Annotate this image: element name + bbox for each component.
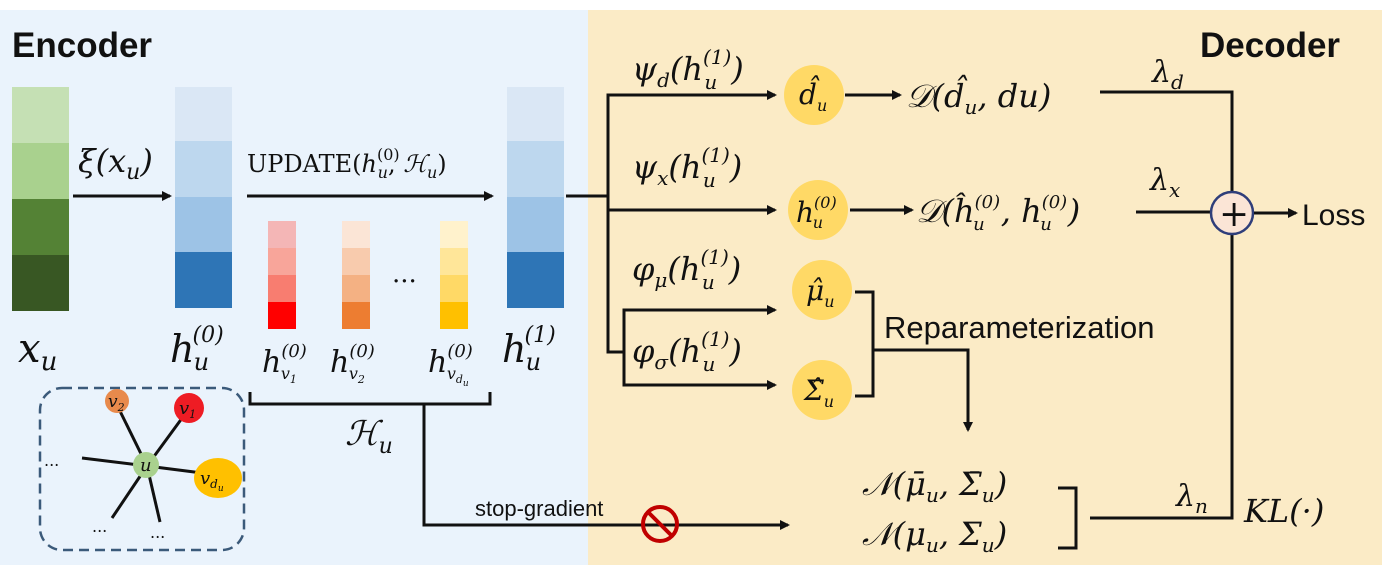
stack-cell xyxy=(268,221,296,248)
stack-cell xyxy=(268,275,296,302)
branch-mu-sigma-stem xyxy=(606,210,624,354)
kl-label: KL(·) xyxy=(1243,492,1324,530)
stack-cell xyxy=(175,87,232,141)
stop-gradient-arrow xyxy=(422,404,790,530)
stack-cell xyxy=(12,199,69,255)
reparam-bracket xyxy=(855,290,875,398)
decoder-panel xyxy=(588,10,1382,565)
branch-mu-arrow xyxy=(622,305,777,352)
decoder-title: Decoder xyxy=(1200,26,1340,65)
neighbor-vdu-stack xyxy=(440,221,468,329)
stop-gradient-label: stop-gradient xyxy=(475,496,603,521)
stack-cell xyxy=(440,275,468,302)
stack-cell xyxy=(342,221,370,248)
degree-loss-term: 𝒟(d̂u, du) xyxy=(906,74,1051,119)
neighbor-graph-inset: v2 v1 u vdu ... ... ... xyxy=(38,386,246,552)
stack-cell xyxy=(440,302,468,329)
kl-weight-line xyxy=(1090,234,1234,520)
stack-cell xyxy=(175,252,232,308)
h0-label: h(0) u xyxy=(170,323,224,376)
phi-sigma-label: φσ(h(1) u) xyxy=(632,327,742,376)
stack-cell xyxy=(175,197,232,252)
stack-cell xyxy=(507,141,564,197)
reparam-label: Reparameterization xyxy=(884,310,1155,345)
stack-cell xyxy=(268,248,296,275)
graph-node-vdu xyxy=(194,458,242,498)
neighbor-ellipsis: ... xyxy=(392,259,417,289)
stack-cell xyxy=(268,302,296,329)
h1-stack xyxy=(507,87,564,308)
reparam-arrow xyxy=(873,348,973,432)
sum-node xyxy=(1209,190,1255,236)
stop-gradient-icon xyxy=(641,505,679,543)
h0-stack xyxy=(175,87,232,308)
graph-ellipsis-left: ... xyxy=(44,451,59,470)
plus-symbol: + xyxy=(1219,194,1249,235)
stack-cell xyxy=(440,221,468,248)
sigma-hat-node xyxy=(792,360,852,420)
graph-ellipsis-bottom: ... xyxy=(150,523,165,542)
stack-cell xyxy=(12,143,69,199)
xi-label: ξ(xu) xyxy=(78,142,153,185)
graph-node-u xyxy=(133,452,159,478)
stack-cell xyxy=(440,248,468,275)
loss-label: Loss xyxy=(1302,199,1365,232)
update-label: UPDATE(h(0) u, ℋu) xyxy=(247,145,447,182)
d-hat-node xyxy=(784,65,844,125)
stack-cell xyxy=(12,87,69,143)
branch-sigma-arrow xyxy=(622,352,777,390)
graph-node-u-label: u xyxy=(140,455,152,476)
mu-hat-node xyxy=(792,260,852,320)
stack-cell xyxy=(12,255,69,311)
branch-d-arrow xyxy=(606,90,777,196)
neighbor-set-bracket xyxy=(248,392,492,406)
graph-ellipsis-bottom-left: ... xyxy=(92,517,107,536)
graph-node-v2 xyxy=(105,389,129,413)
input-feature-stack xyxy=(12,87,69,311)
stack-cell xyxy=(342,302,370,329)
stack-cell xyxy=(507,197,564,252)
neighbor-v2-stack xyxy=(342,221,370,329)
stack-cell xyxy=(507,87,564,141)
h0-recon-node xyxy=(788,180,848,240)
encoder-title: Encoder xyxy=(12,26,152,65)
stack-cell xyxy=(175,141,232,197)
degree-weight-line xyxy=(1100,90,1234,192)
neighbor-v1-stack xyxy=(268,221,296,329)
normal-bracket xyxy=(1058,486,1078,550)
stack-cell xyxy=(342,275,370,302)
stack-cell xyxy=(507,252,564,308)
graph-node-v1 xyxy=(174,393,204,423)
stack-cell xyxy=(342,248,370,275)
d-hat-label: d̂u xyxy=(799,76,827,115)
